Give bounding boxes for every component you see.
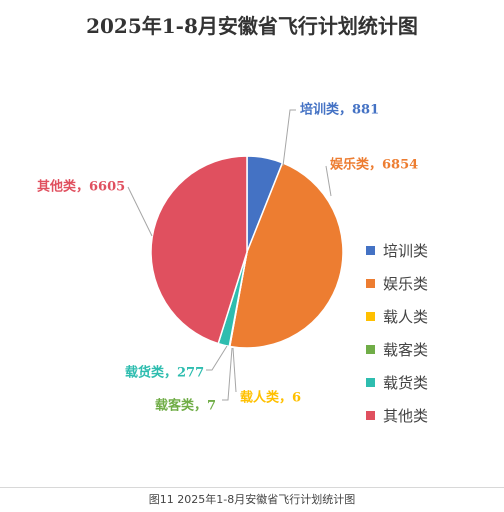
legend-label: 培训类 bbox=[383, 242, 429, 260]
leader-line-1 bbox=[325, 165, 332, 197]
chart-legend: 培训类娱乐类载人类载客类载货类其他类 bbox=[366, 234, 428, 432]
figure-caption: 图11 2025年1-8月安徽省飞行计划统计图 bbox=[148, 493, 356, 506]
legend-label: 载人类 bbox=[383, 308, 429, 326]
leader-line-3 bbox=[222, 347, 233, 401]
data-label-0: 培训类，881 bbox=[300, 102, 379, 118]
legend-label: 载客类 bbox=[383, 341, 429, 359]
legend-swatch bbox=[366, 246, 375, 255]
pie-slice-5 bbox=[150, 155, 248, 345]
legend-swatch bbox=[366, 312, 375, 321]
legend-swatch bbox=[366, 378, 375, 387]
chart-title: 2025年1-8月安徽省飞行计划统计图 bbox=[86, 14, 418, 38]
legend-item-4: 载货类 bbox=[366, 366, 428, 399]
data-label-5: 其他类，6605 bbox=[37, 179, 125, 195]
legend-item-1: 娱乐类 bbox=[366, 267, 428, 300]
data-label-3: 载客类，7 bbox=[155, 398, 216, 414]
legend-item-0: 培训类 bbox=[366, 234, 428, 267]
leader-line-4 bbox=[206, 345, 228, 371]
leader-line-2 bbox=[232, 347, 237, 393]
leader-line-5 bbox=[127, 186, 153, 237]
legend-item-3: 载客类 bbox=[366, 333, 428, 366]
legend-item-2: 载人类 bbox=[366, 300, 428, 333]
pie-chart: 培训类，881 娱乐类，6854 载人类，6 载客类，7 载货类，277 其他类，6605 bbox=[37, 102, 418, 414]
legend-label: 其他类 bbox=[383, 407, 429, 425]
legend-item-5: 其他类 bbox=[366, 399, 428, 432]
data-label-1: 娱乐类，6854 bbox=[330, 157, 418, 173]
legend-swatch bbox=[366, 345, 375, 354]
data-label-2: 载人类，6 bbox=[240, 390, 301, 406]
leader-line-0 bbox=[282, 109, 296, 167]
legend-swatch bbox=[366, 411, 375, 420]
legend-swatch bbox=[366, 279, 375, 288]
chart-frame bbox=[0, 487, 504, 488]
data-label-4: 载货类，277 bbox=[125, 365, 204, 381]
pie-slice-1 bbox=[228, 161, 344, 349]
legend-label: 载货类 bbox=[383, 374, 429, 392]
legend-label: 娱乐类 bbox=[383, 275, 429, 293]
